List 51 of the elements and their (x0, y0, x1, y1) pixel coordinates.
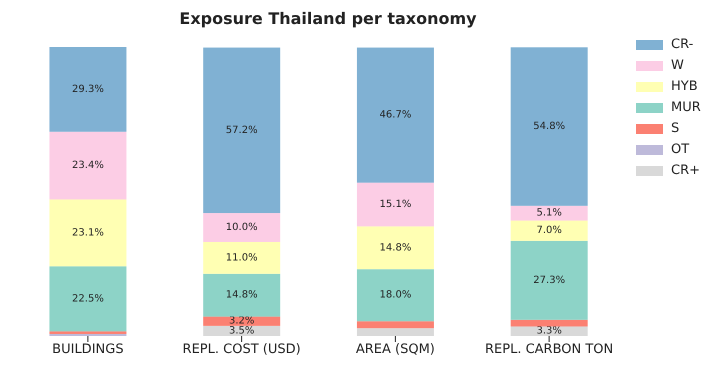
legend-label: MUR (671, 100, 701, 115)
chart-title: Exposure Thailand per taxonomy (178, 9, 478, 28)
bar (203, 48, 280, 214)
legend-label: OT (671, 142, 690, 157)
data-label: 29.3% (72, 84, 104, 95)
data-label: 18.0% (380, 290, 412, 301)
data-label: 23.4% (72, 160, 104, 172)
bar (49, 47, 126, 132)
bar (356, 328, 434, 336)
bar (203, 274, 280, 317)
bar (203, 316, 280, 326)
data-label: 10.0% (226, 222, 258, 234)
bar (510, 240, 588, 320)
data-label: 7.0% (536, 225, 562, 236)
bar (356, 269, 434, 322)
bar (510, 320, 588, 326)
data-label: 46.7% (380, 110, 412, 121)
data-label: 5.1% (536, 208, 562, 219)
legend-label: HYB (671, 79, 698, 94)
bar (203, 242, 280, 274)
data-label: 14.8% (380, 242, 412, 254)
bar (49, 331, 126, 334)
bar (510, 47, 588, 206)
data-label: 14.8% (226, 290, 258, 301)
bar (356, 226, 434, 270)
data-label: 57.2% (226, 124, 258, 136)
data-label: 54.8% (533, 121, 566, 132)
legend-label: W (671, 58, 684, 73)
bar (203, 213, 280, 242)
bar (356, 48, 434, 183)
legend-label: CR+ (671, 163, 700, 178)
bar (49, 199, 126, 266)
data-label: 3.3% (536, 326, 562, 337)
legend-label: S (671, 121, 680, 136)
data-label: 15.1% (380, 199, 412, 210)
data-label: 27.3% (533, 274, 566, 286)
x-tick-label: REPL. CARBON TON (484, 342, 614, 358)
data-label: 11.0% (226, 252, 258, 264)
bar (49, 266, 126, 332)
bar (510, 220, 588, 241)
bar (356, 321, 434, 328)
legend-label: CR- (671, 37, 694, 52)
bar (49, 132, 126, 200)
x-tick-label: BUILDINGS (52, 342, 124, 358)
data-label: 23.1% (72, 227, 104, 238)
x-tick-label: REPL. COST (USD) (182, 342, 301, 358)
data-label: 22.5% (72, 293, 104, 304)
bar (356, 182, 434, 226)
data-label: 3.5% (228, 325, 254, 336)
x-tick-label: AREA (SQM) (356, 342, 435, 358)
bar (510, 206, 588, 221)
